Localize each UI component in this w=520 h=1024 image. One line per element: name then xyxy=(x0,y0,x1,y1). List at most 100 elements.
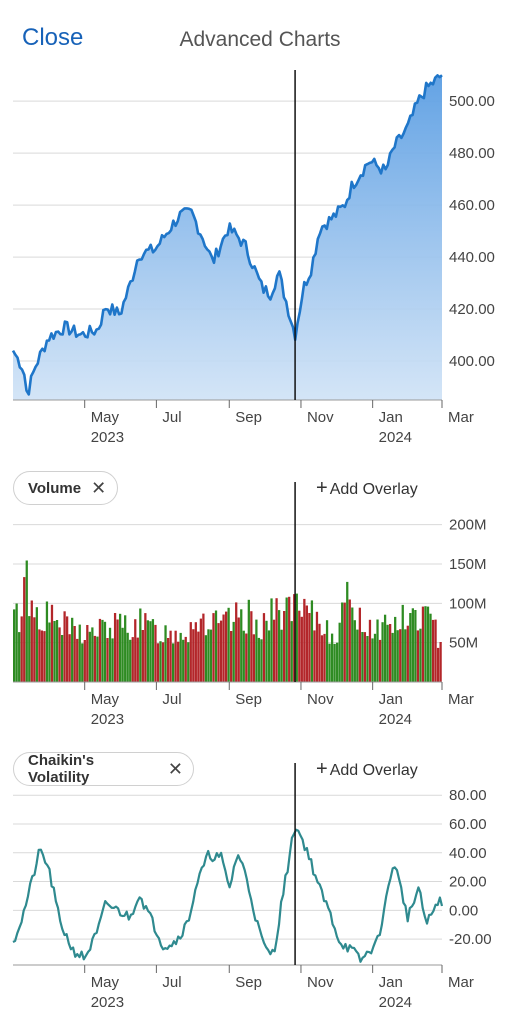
volume-bar xyxy=(235,602,238,682)
x-tick-label: Sep xyxy=(235,409,262,426)
x-year-label: 2024 xyxy=(379,994,412,1011)
y-tick-label: -20.00 xyxy=(449,931,492,948)
volume-bar xyxy=(53,621,56,682)
y-tick-label: 440.00 xyxy=(449,249,495,266)
volume-bar xyxy=(113,613,117,682)
volume-bar xyxy=(151,619,155,682)
y-tick-label: 100M xyxy=(449,595,487,612)
plus-icon: + xyxy=(316,477,328,499)
volume-bar xyxy=(310,600,314,682)
volume-chart[interactable]: 50M 100M 150M 200M May 2023 Jul Sep Nov Jan 2024 Ma… xyxy=(0,480,520,735)
volume-bar xyxy=(260,639,263,682)
volatility-chart[interactable]: 80.00 60.00 40.00 20.00 0.00 -20.00 May 2023 Jul… xyxy=(0,760,520,1020)
volume-bar xyxy=(318,623,321,682)
x-tick-label: Jan xyxy=(379,974,403,991)
volume-bar xyxy=(161,642,165,682)
volume-bar xyxy=(197,631,200,682)
volume-bar xyxy=(136,637,139,682)
volume-bar xyxy=(406,625,409,682)
volume-bar xyxy=(76,638,79,682)
x-tick-label: Mar xyxy=(448,409,474,426)
volume-bar xyxy=(421,606,425,682)
volume-bar xyxy=(275,598,278,682)
volume-bar xyxy=(270,598,273,682)
volume-bar xyxy=(247,599,250,682)
volume-bar xyxy=(55,620,59,682)
volume-bar xyxy=(323,633,326,682)
x-tick-label: Nov xyxy=(307,409,334,426)
plus-icon: + xyxy=(316,758,328,780)
volume-bar xyxy=(20,616,23,682)
y-tick-label: 480.00 xyxy=(449,145,495,162)
add-overlay-button[interactable]: + Add Overlay xyxy=(316,758,418,781)
x-year-label: 2024 xyxy=(379,711,412,728)
x-tick-label: Jul xyxy=(162,691,181,708)
volume-indicator-tag[interactable]: Volume ✕ xyxy=(13,471,118,505)
volume-bar xyxy=(171,643,175,682)
volume-bar xyxy=(230,631,233,682)
close-icon[interactable]: ✕ xyxy=(167,759,183,779)
volume-bar xyxy=(358,607,361,682)
volume-bar xyxy=(305,605,308,682)
volume-bar xyxy=(325,620,329,682)
volume-bar xyxy=(320,635,324,682)
volume-bar xyxy=(106,638,109,682)
header-bar: Close Advanced Charts xyxy=(0,0,520,70)
volume-tag-label: Volume xyxy=(28,479,82,497)
volatility-line xyxy=(12,828,444,963)
y-tick-label: 460.00 xyxy=(449,197,495,214)
x-tick-label: May xyxy=(91,409,120,426)
volume-bar xyxy=(341,602,344,682)
y-tick-label: 0.00 xyxy=(449,902,478,919)
volume-bar xyxy=(348,599,351,682)
volume-bar xyxy=(141,630,144,682)
close-icon[interactable]: ✕ xyxy=(91,478,107,498)
volume-bar xyxy=(255,619,258,682)
volume-bar xyxy=(431,619,435,682)
volume-bar xyxy=(333,643,336,682)
volume-bar xyxy=(50,604,54,682)
volume-bar xyxy=(192,629,195,682)
volume-bar xyxy=(73,626,76,682)
volume-bar xyxy=(411,608,414,682)
volume-bar xyxy=(381,622,384,682)
volume-bar xyxy=(303,598,306,682)
volume-bar xyxy=(363,632,367,682)
volatility-indicator-tag[interactable]: Chaikin's Volatility ✕ xyxy=(13,752,194,786)
y-tick-label: 400.00 xyxy=(449,353,495,370)
x-tick-label: Mar xyxy=(448,974,474,991)
volume-bar xyxy=(383,614,387,682)
volume-bar xyxy=(250,611,253,682)
close-button[interactable]: Close xyxy=(22,24,84,51)
volume-bar xyxy=(232,621,235,682)
volume-bar xyxy=(217,623,220,682)
volume-bar xyxy=(38,629,41,682)
volume-bar xyxy=(409,613,412,682)
volume-bar xyxy=(65,616,69,682)
volume-bar xyxy=(245,633,248,682)
x-tick-label: Jan xyxy=(379,691,403,708)
volume-bar xyxy=(30,600,33,682)
volume-bar xyxy=(101,619,104,682)
add-overlay-label: Add Overlay xyxy=(329,762,418,779)
volume-bar xyxy=(144,613,147,682)
volume-bar xyxy=(346,581,349,682)
volume-bar xyxy=(139,608,142,682)
volume-bar xyxy=(121,627,124,682)
volume-bar xyxy=(262,613,266,682)
volume-bar xyxy=(35,607,38,682)
volume-bar xyxy=(361,632,364,682)
volume-bar xyxy=(414,610,417,682)
add-overlay-button[interactable]: + Add Overlay xyxy=(316,477,418,500)
volume-bar xyxy=(265,620,268,682)
x-tick-label: Sep xyxy=(235,691,262,708)
price-chart[interactable]: 400.00 420.00 440.00 460.00 480.00 500.00 May 2… xyxy=(0,0,520,450)
volume-bar xyxy=(285,597,288,682)
volume-bar xyxy=(60,635,64,682)
volume-bar xyxy=(93,635,97,682)
x-year-label: 2024 xyxy=(379,429,412,446)
volume-bar xyxy=(83,640,86,682)
volume-bar xyxy=(124,615,127,682)
volume-bar xyxy=(295,593,298,682)
volume-bar xyxy=(68,634,71,682)
